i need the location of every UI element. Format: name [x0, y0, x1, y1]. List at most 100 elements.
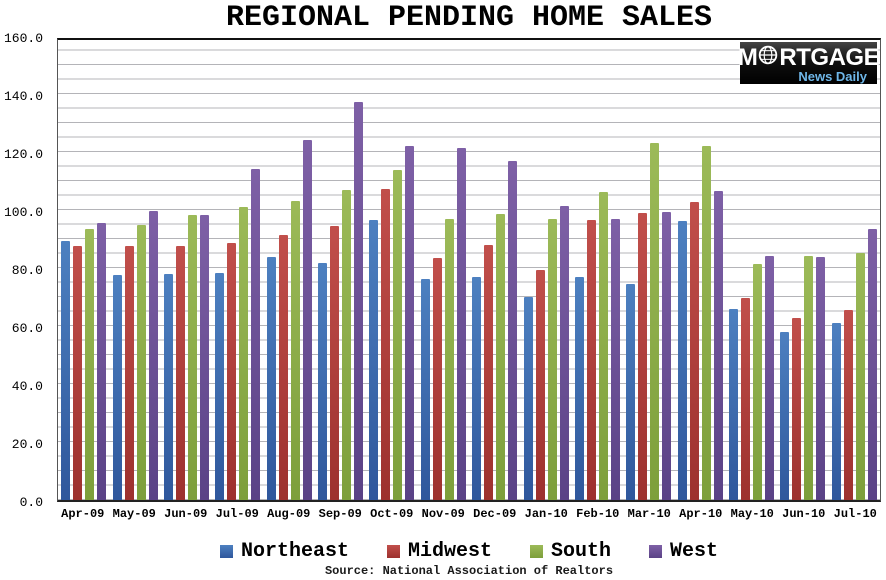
globe-icon: [757, 45, 779, 70]
x-tick-label-Oct-09: Oct-09: [370, 507, 414, 521]
bar-south-Aug-09: [290, 200, 300, 500]
y-tick-label-160.0: 160.0: [3, 31, 43, 46]
legend-label-northeast: Northeast: [240, 539, 349, 563]
bar-south-Dec-09: [496, 214, 506, 500]
bar-group-Oct-09: [366, 40, 417, 500]
x-tick-label-Jan-10: Jan-10: [524, 507, 568, 521]
bar-group-Feb-10: [572, 40, 623, 500]
legend-item-northeast: Northeast: [219, 539, 349, 563]
bar-midwest-Sep-09: [330, 225, 340, 500]
bar-group-Jun-09: [161, 40, 212, 500]
bar-midwest-Dec-09: [484, 245, 494, 500]
x-axis: Apr-09 May-09 Jun-09 Jul-09 Aug-09 Sep-09 Oct-…: [57, 507, 881, 525]
legend-label-south: South: [551, 539, 612, 563]
x-tick-label-Jul-10: Jul-10: [833, 507, 877, 521]
bar-midwest-Jul-10: [843, 309, 853, 500]
bar-group-Apr-09: [58, 40, 109, 500]
bar-northeast-Oct-09: [369, 219, 379, 500]
bar-west-Nov-09: [456, 147, 466, 500]
y-tick-label-100.0: 100.0: [3, 205, 43, 220]
bar-group-Mar-10: [623, 40, 674, 500]
bar-northeast-Feb-10: [574, 277, 584, 500]
bar-group-Apr-10: [675, 40, 726, 500]
x-tick-label-Jul-09: Jul-09: [215, 507, 259, 521]
legend-swatch-midwest: [386, 544, 400, 558]
bar-south-Oct-09: [393, 169, 403, 500]
bar-midwest-Feb-10: [586, 219, 596, 500]
x-tick-label-Dec-09: Dec-09: [473, 507, 517, 521]
legend-label-west: West: [670, 539, 719, 563]
bar-northeast-Jun-09: [163, 274, 173, 500]
bar-south-Apr-09: [85, 228, 95, 500]
bar-northeast-Mar-10: [626, 283, 636, 500]
legend: Northeast Midwest South West: [57, 539, 881, 563]
bar-northeast-Jul-10: [831, 322, 841, 500]
y-tick-label-80.0: 80.0: [11, 263, 43, 278]
bar-west-Jul-10: [867, 228, 877, 500]
bar-west-Jun-10: [816, 256, 826, 500]
bar-midwest-Jul-09: [227, 242, 237, 500]
bar-west-Apr-09: [97, 223, 107, 500]
bar-south-Nov-09: [444, 218, 454, 500]
bar-northeast-Jan-10: [523, 296, 533, 500]
bar-group-Aug-09: [264, 40, 315, 500]
bar-west-Aug-09: [302, 139, 312, 500]
bar-northeast-Jul-09: [215, 273, 225, 500]
y-tick-label-20.0: 20.0: [11, 437, 43, 452]
legend-label-midwest: Midwest: [407, 539, 492, 563]
bar-group-Jun-10: [777, 40, 828, 500]
bar-midwest-Apr-10: [689, 201, 699, 500]
legend-swatch-northeast: [219, 544, 233, 558]
bar-midwest-Nov-09: [432, 257, 442, 500]
legend-swatch-south: [530, 544, 543, 558]
bar-west-Apr-10: [713, 190, 723, 500]
bar-group-Jul-09: [212, 40, 263, 500]
bar-west-Dec-09: [508, 161, 518, 500]
mortgage-news-daily-logo: M RTGAGE News Daily: [738, 42, 880, 84]
x-tick-label-Mar-10: Mar-10: [627, 507, 671, 521]
bar-midwest-Oct-09: [381, 188, 391, 500]
bar-northeast-Aug-09: [266, 256, 276, 500]
bar-south-Apr-10: [701, 145, 711, 500]
logo-brand-m: M: [737, 43, 758, 71]
logo-subtitle: News Daily: [798, 69, 867, 84]
bar-west-Jan-10: [559, 205, 569, 500]
bar-south-Jul-09: [239, 207, 249, 500]
bar-south-Jan-10: [547, 219, 557, 500]
x-tick-label-May-09: May-09: [112, 507, 156, 521]
logo-brand: M RTGAGE: [738, 45, 880, 70]
bar-west-May-10: [765, 256, 775, 500]
bar-midwest-Jun-09: [175, 245, 185, 500]
bar-group-Nov-09: [418, 40, 469, 500]
bar-midwest-Mar-10: [638, 213, 648, 500]
bar-northeast-Jun-10: [780, 332, 790, 500]
bar-south-Jul-10: [855, 253, 865, 500]
legend-item-south: South: [530, 540, 611, 563]
bar-group-Sep-09: [315, 40, 366, 500]
bar-group-May-10: [726, 40, 777, 500]
bar-midwest-May-09: [124, 245, 134, 500]
x-tick-label-Apr-10: Apr-10: [679, 507, 723, 521]
bar-south-Jun-09: [187, 214, 197, 500]
x-tick-label-May-10: May-10: [730, 507, 774, 521]
x-tick-label-Sep-09: Sep-09: [318, 507, 362, 521]
bar-midwest-May-10: [741, 298, 751, 500]
bar-midwest-Apr-09: [73, 246, 83, 500]
bar-midwest-Jan-10: [535, 269, 545, 500]
bar-midwest-Aug-09: [278, 234, 288, 500]
source-attribution: Source: National Association of Realtors: [324, 564, 614, 578]
x-tick-label-Feb-10: Feb-10: [576, 507, 620, 521]
bar-group-Dec-09: [469, 40, 520, 500]
y-tick-label-40.0: 40.0: [11, 379, 43, 394]
y-tick-label-140.0: 140.0: [3, 89, 43, 104]
bar-northeast-Apr-09: [61, 240, 71, 500]
logo-brand-rest: RTGAGE: [779, 43, 880, 71]
bar-west-Sep-09: [354, 101, 364, 500]
bar-south-Mar-10: [650, 142, 660, 500]
bar-northeast-May-10: [729, 309, 739, 500]
bar-south-Jun-10: [804, 256, 814, 500]
plot-area: [57, 38, 881, 502]
bar-south-May-09: [136, 224, 146, 500]
chart-title: REGIONAL PENDING HOME SALES: [225, 1, 713, 35]
